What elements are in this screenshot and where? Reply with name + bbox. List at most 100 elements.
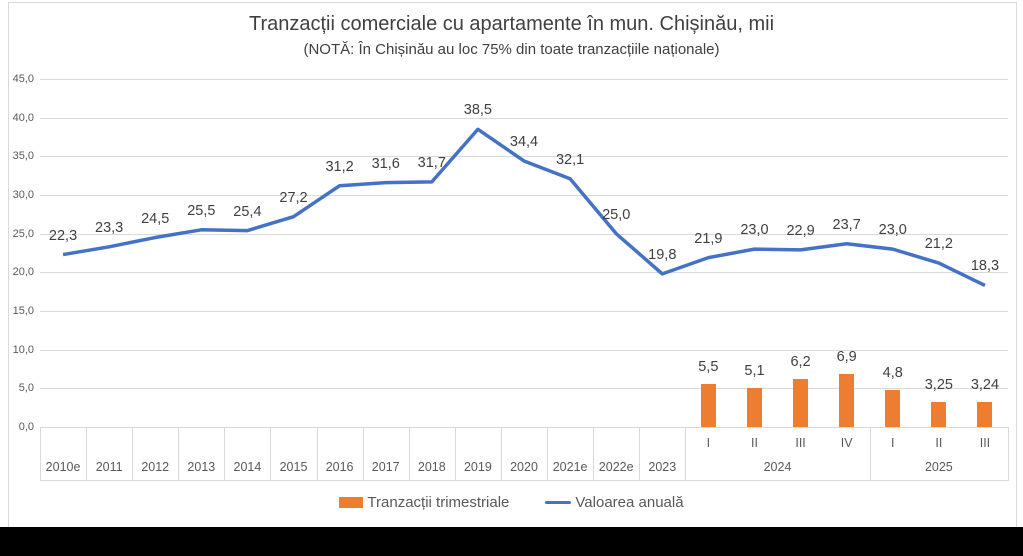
bar-data-label: 4,8	[882, 364, 903, 381]
gridline	[40, 349, 1008, 351]
x-axis-group-label: 2024	[763, 460, 792, 474]
legend-label-annual: Valoarea anuală	[575, 494, 684, 511]
x-axis-divider	[593, 427, 595, 481]
x-axis-quarter-label: I	[706, 436, 711, 450]
x-axis-year-label: 2021e	[552, 460, 588, 474]
x-axis-quarter-label: I	[891, 436, 895, 450]
line-data-label: 19,8	[648, 246, 677, 263]
x-axis-divider	[316, 427, 318, 481]
bar-swatch-icon	[339, 497, 364, 508]
line-data-label: 23,0	[878, 222, 907, 239]
x-axis-divider	[500, 427, 502, 481]
x-axis-quarter-label: III	[979, 436, 991, 450]
bar-data-label: 5,5	[698, 359, 719, 376]
y-axis-tick-label: 35,0	[12, 150, 34, 163]
x-axis-year-label: 2023	[648, 460, 677, 474]
x-axis-table	[40, 427, 1008, 481]
x-axis-divider	[362, 427, 364, 481]
x-axis-year-label: 2011	[95, 460, 123, 474]
line-data-label: 31,7	[417, 154, 446, 171]
x-axis-year-label: 2010e	[45, 460, 81, 474]
quarterly-bar	[793, 379, 809, 427]
quarterly-bar	[700, 384, 716, 427]
x-axis-divider	[40, 427, 41, 481]
line-data-label: 25,0	[602, 206, 631, 223]
x-axis-divider	[270, 427, 272, 481]
x-axis-divider	[454, 427, 456, 481]
x-axis-year-label: 2022e	[598, 460, 634, 474]
bar-data-label: 3,25	[924, 376, 953, 393]
gridline	[40, 272, 1008, 274]
legend: Tranzacții trimestriale Valoarea anuală	[0, 494, 1023, 511]
line-swatch-icon	[545, 501, 572, 504]
x-axis-divider	[547, 427, 549, 481]
gridline	[40, 233, 1008, 235]
gridline	[40, 388, 1008, 390]
legend-label-quarterly: Tranzacții trimestriale	[367, 494, 510, 511]
x-axis-divider	[1008, 427, 1009, 481]
line-data-label: 31,6	[371, 155, 400, 172]
gridline	[40, 195, 1008, 196]
chart-title: Tranzacții comerciale cu apartamente în …	[248, 13, 775, 35]
x-axis-divider	[178, 427, 180, 481]
line-data-label: 31,2	[325, 158, 354, 175]
x-axis-year-label: 2020	[510, 460, 538, 474]
gridline	[40, 117, 1008, 119]
gridline	[40, 79, 1008, 80]
x-axis-year-label: 2018	[417, 460, 446, 474]
y-axis-tick-label: 40,0	[12, 111, 34, 124]
quarterly-bar	[746, 387, 762, 427]
x-axis-group-label: 2025	[924, 460, 953, 474]
x-axis-quarter-label: III	[795, 436, 806, 450]
line-data-label: 27,2	[279, 189, 308, 206]
bar-data-label: 3,24	[970, 376, 1000, 393]
line-data-label: 23,3	[95, 219, 124, 236]
line-data-label: 22,9	[786, 222, 815, 239]
y-axis-tick-label: 5,0	[18, 382, 34, 395]
line-data-label: 38,5	[463, 102, 493, 119]
y-axis-tick-label: 45,0	[12, 73, 34, 85]
x-axis-divider	[408, 427, 410, 481]
x-axis-divider	[86, 427, 88, 481]
x-axis-divider	[639, 427, 641, 481]
quarterly-bar	[931, 401, 947, 427]
x-axis-year-label: 2016	[325, 460, 354, 474]
x-axis-divider	[132, 427, 134, 481]
x-axis-quarter-label: II	[935, 436, 943, 450]
line-data-label: 18,3	[970, 258, 1000, 275]
x-axis-year-label: 2013	[187, 460, 216, 474]
quarterly-bar	[839, 373, 855, 427]
x-axis-year-label: 2015	[279, 460, 308, 474]
x-axis-quarter-label: IV	[840, 436, 853, 450]
line-data-label: 23,7	[832, 216, 861, 233]
bar-data-label: 6,2	[790, 354, 811, 371]
line-data-label: 21,2	[924, 236, 953, 253]
line-data-label: 32,1	[555, 151, 585, 168]
line-data-label: 25,4	[233, 203, 262, 220]
y-axis-tick-label: 25,0	[12, 227, 34, 240]
quarterly-bar	[977, 401, 993, 427]
x-axis-divider	[869, 427, 871, 481]
x-axis-year-label: 2014	[233, 460, 262, 474]
bar-data-label: 5,1	[744, 362, 765, 379]
legend-item-annual: Valoarea anuală	[545, 494, 684, 511]
line-data-label: 25,5	[187, 202, 216, 219]
gridline	[40, 156, 1008, 158]
x-axis-divider	[224, 427, 226, 481]
bottom-black-bar	[0, 527, 1023, 556]
chart-subtitle: (NOTĂ: În Chișinău au loc 75% din toate …	[303, 41, 720, 58]
x-axis-year-label: 2012	[141, 460, 170, 474]
gridline	[40, 311, 1008, 312]
y-axis-tick-label: 30,0	[12, 189, 34, 201]
quarterly-bar	[885, 389, 901, 427]
y-axis-tick-label: 20,0	[12, 266, 34, 279]
line-data-label: 24,5	[141, 210, 170, 227]
line-data-label: 34,4	[509, 133, 539, 150]
legend-item-quarterly: Tranzacții trimestriale	[339, 494, 509, 511]
y-axis-tick-label: 10,0	[12, 343, 34, 356]
bar-data-label: 6,9	[836, 348, 857, 365]
x-axis-divider	[685, 427, 687, 481]
x-axis-year-label: 2017	[371, 460, 400, 474]
line-data-label: 21,9	[694, 230, 723, 247]
